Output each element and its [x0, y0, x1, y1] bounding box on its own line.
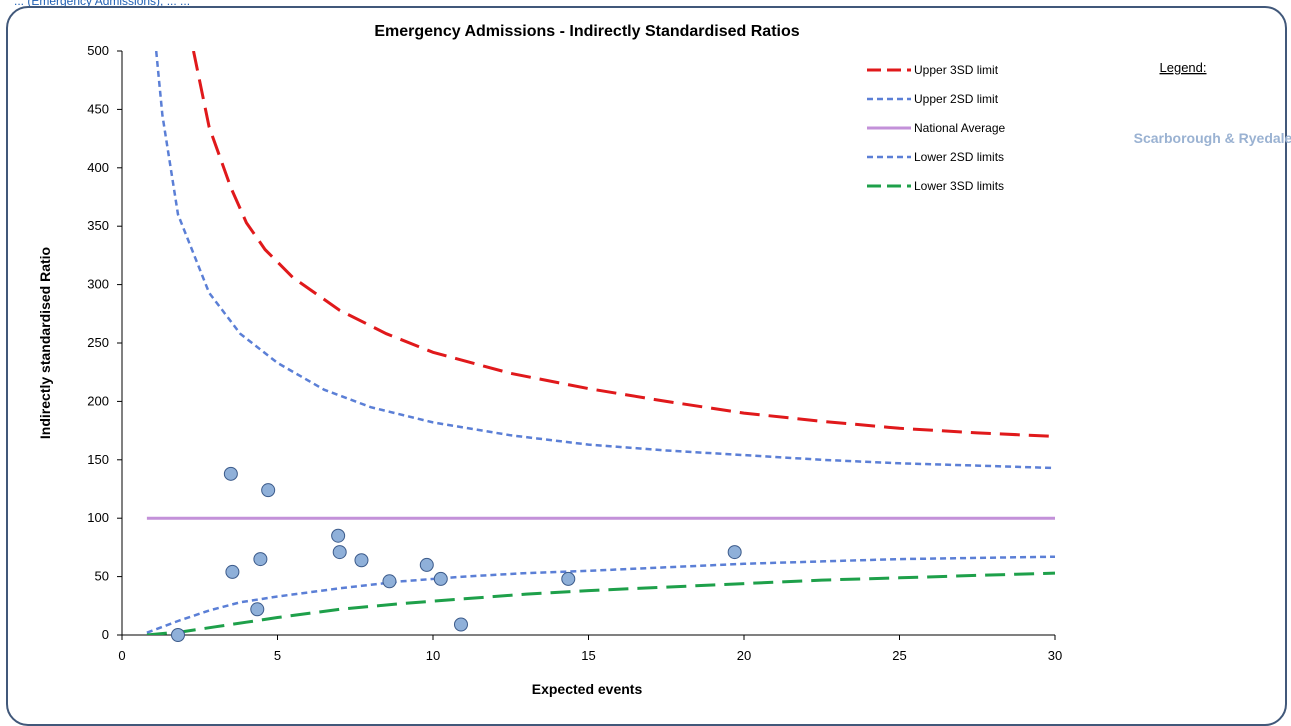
series-line-lower-3sd-limits — [146, 571, 1055, 635]
data-point — [223, 466, 238, 481]
x-tick-label: 20 — [737, 648, 751, 663]
x-tick-label: 25 — [892, 648, 906, 663]
data-point — [253, 552, 268, 567]
legend-label-national-average: National Average — [914, 121, 1006, 135]
points-layer — [170, 466, 742, 642]
legend-label-upper-2sd-limit: Upper 2SD limit — [914, 92, 999, 106]
side-legend-heading: Legend: — [1160, 60, 1207, 75]
y-tick-label: 400 — [87, 160, 109, 175]
data-point — [225, 564, 240, 579]
data-point — [419, 557, 434, 572]
legend-label-upper-3sd-limit: Upper 3SD limit — [914, 63, 999, 77]
y-tick-label: 0 — [102, 627, 109, 642]
y-tick-label: 50 — [95, 569, 109, 584]
chart-title: Emergency Admissions - Indirectly Standa… — [374, 23, 799, 40]
data-point — [382, 574, 397, 589]
legend-label-lower-3sd-limits: Lower 3SD limits — [914, 179, 1004, 193]
y-tick-label: 200 — [87, 393, 109, 408]
x-tick-label: 15 — [581, 648, 595, 663]
series-line-lower-2sd-limits — [146, 555, 1055, 634]
y-tick-label: 250 — [87, 335, 109, 350]
series-line-upper-3sd-limit — [192, 51, 1055, 438]
data-point — [332, 545, 347, 560]
data-point — [261, 483, 276, 498]
x-tick-label: 30 — [1048, 648, 1062, 663]
data-point — [170, 628, 185, 642]
x-tick-label: 10 — [426, 648, 440, 663]
series-line-upper-2sd-limit — [154, 51, 1055, 470]
chart: Emergency Admissions - Indirectly Standa… — [37, 23, 1291, 697]
data-point — [561, 571, 576, 586]
data-point — [727, 545, 742, 560]
x-tick-label: 5 — [274, 648, 281, 663]
y-tick-label: 500 — [87, 43, 109, 58]
y-tick-label: 300 — [87, 277, 109, 292]
legend-label-lower-2sd-limits: Lower 2SD limits — [914, 150, 1004, 164]
data-point — [331, 528, 346, 543]
data-point — [250, 602, 265, 617]
data-point — [453, 617, 468, 632]
series-layer — [146, 51, 1055, 635]
x-tick-label: 0 — [118, 648, 125, 663]
y-axis-title: Indirectly standardised Ratio — [37, 247, 53, 439]
x-axis-title: Expected events — [532, 681, 643, 697]
y-tick-label: 350 — [87, 218, 109, 233]
y-tick-label: 450 — [87, 101, 109, 116]
data-point — [354, 553, 369, 568]
legend: Upper 3SD limit Upper 2SD limit National A… — [867, 63, 1006, 193]
axes: 0 50 100 150 200 250 300 350 400 450 500 0 5 10 15 20 25… — [87, 43, 1062, 663]
y-tick-label: 150 — [87, 452, 109, 467]
top-caption: ... (Emergency Admissions), ... ... — [14, 0, 191, 8]
y-tick-label: 100 — [87, 510, 109, 525]
data-point — [433, 571, 448, 586]
side-legend-area: Scarborough & Ryedale — [1134, 130, 1291, 146]
